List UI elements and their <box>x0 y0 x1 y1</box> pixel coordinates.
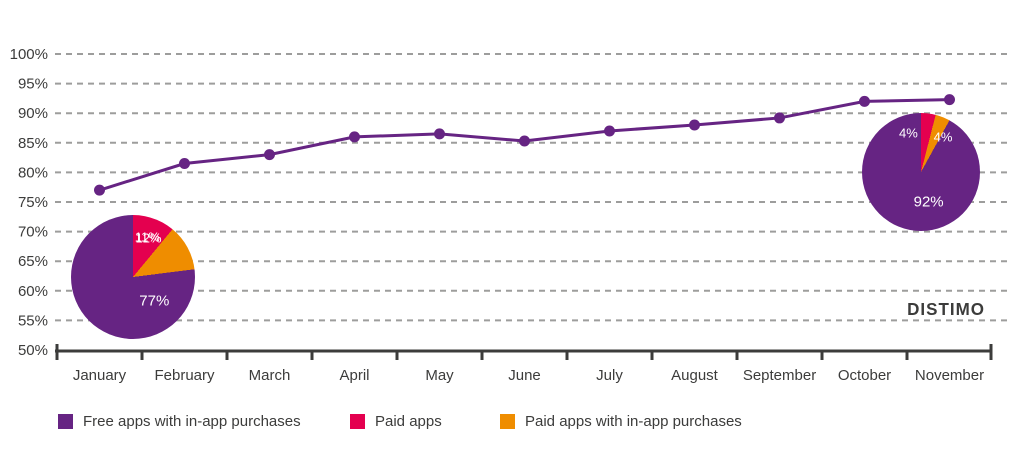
y-axis-label: 85% <box>18 135 48 152</box>
line-chart: 100% 95% 90% 85% 80% 75% 70% 65% 60% 55% 50% Januar… <box>10 46 1008 384</box>
x-axis-label-october: October <box>838 367 891 384</box>
legend: Free apps with in-app purchases Paid app… <box>0 413 1024 433</box>
x-axis-label-april: April <box>339 367 369 384</box>
x-axis-label-june: June <box>508 367 541 384</box>
x-axis-label-september: September <box>743 367 816 384</box>
data-point-july <box>604 125 615 137</box>
x-axis-label-february: February <box>154 367 215 384</box>
data-point-may <box>434 128 445 140</box>
pie-slice-label: 12% <box>135 230 162 246</box>
x-axis-label-july: July <box>596 367 623 384</box>
y-axis-label: 70% <box>18 224 48 241</box>
data-point-june <box>519 135 530 147</box>
data-point-august <box>689 119 700 131</box>
pie-slice-label: 92% <box>913 193 944 211</box>
data-point-february <box>179 158 190 170</box>
legend-label: Free apps with in-app purchases <box>83 413 301 430</box>
data-point-march <box>264 149 275 161</box>
legend-item-paid-apps-iap: Paid apps with in-app purchases <box>500 413 742 430</box>
y-axis-label: 65% <box>18 253 48 270</box>
legend-swatch-pink <box>350 414 365 429</box>
legend-item-free-apps-iap: Free apps with in-app purchases <box>58 413 301 430</box>
y-axis-label: 55% <box>18 312 48 329</box>
pie-slice-label: 77% <box>139 292 170 310</box>
x-axis-label-august: August <box>671 367 719 384</box>
y-axis-label: 95% <box>18 76 48 93</box>
x-axis-label-march: March <box>249 367 291 384</box>
x-axis-label-january: January <box>73 367 127 384</box>
pie-slice-label: 4% <box>933 129 953 145</box>
legend-swatch-purple <box>58 414 73 429</box>
pie-slice-label: 4% <box>898 125 918 141</box>
x-axis-label-may: May <box>425 367 454 384</box>
data-point-september <box>774 112 785 124</box>
y-axis-label: 90% <box>18 105 48 122</box>
pie-chart-november: 4% 4% 92% <box>862 113 980 231</box>
legend-item-paid-apps: Paid apps <box>350 413 442 430</box>
y-axis-label: 100% <box>10 46 48 63</box>
legend-label: Paid apps with in-app purchases <box>525 413 742 430</box>
y-axis-label: 75% <box>18 194 48 211</box>
data-point-april <box>349 131 360 143</box>
y-axis-label: 60% <box>18 283 48 300</box>
legend-swatch-orange <box>500 414 515 429</box>
data-point-january <box>94 184 105 196</box>
legend-label: Paid apps <box>375 413 442 430</box>
data-point-october <box>859 95 870 107</box>
data-point-november <box>944 94 955 106</box>
pie-chart-january: 11% 12% 77% <box>71 215 195 339</box>
distimo-logo: DISTIMO <box>907 299 985 320</box>
y-axis-label: 80% <box>18 164 48 181</box>
y-axis-label: 50% <box>18 342 48 359</box>
x-axis-label-november: November <box>915 367 984 384</box>
pie-slice-label: 11% <box>134 229 160 245</box>
